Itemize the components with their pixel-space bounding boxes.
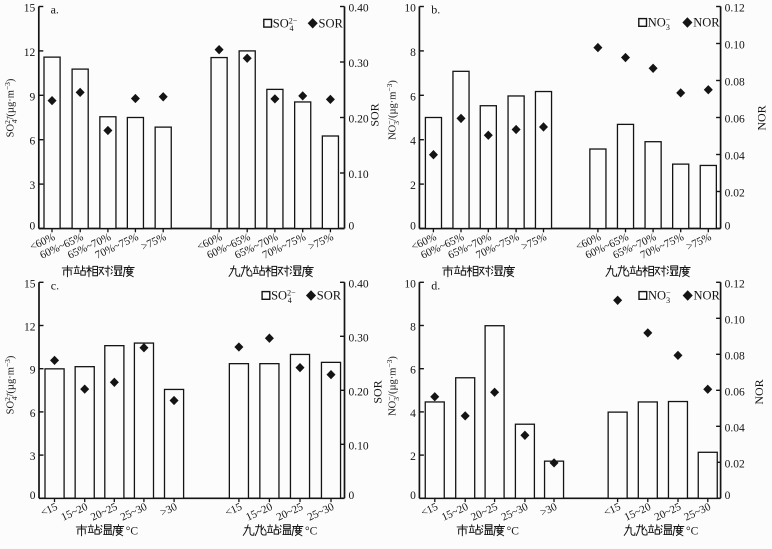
svg-text:8: 8 <box>410 47 416 59</box>
svg-text:0.40: 0.40 <box>349 278 369 290</box>
svg-text:°C: °C <box>126 525 139 537</box>
svg-text:0.12: 0.12 <box>725 278 745 290</box>
svg-text:°C: °C <box>507 525 520 537</box>
svg-text:0.06: 0.06 <box>725 114 745 126</box>
svg-text:NO−3: NO− 3 <box>648 16 671 33</box>
svg-text:0.40: 0.40 <box>349 3 369 15</box>
svg-text:6: 6 <box>30 136 36 148</box>
svg-text:SOR: SOR <box>368 103 382 126</box>
svg-text:0: 0 <box>349 220 355 232</box>
svg-text:SOR: SOR <box>370 380 384 403</box>
svg-text:0.04: 0.04 <box>725 422 745 434</box>
svg-text:0.30: 0.30 <box>349 332 369 344</box>
svg-text:NO−3/(µg·m−3): NO−3/(µg·m−3) <box>385 356 401 416</box>
svg-text:15: 15 <box>24 3 36 15</box>
svg-text:b.: b. <box>431 3 440 17</box>
svg-text:2: 2 <box>410 180 416 192</box>
svg-text:6: 6 <box>410 365 416 377</box>
svg-text:0: 0 <box>725 220 731 232</box>
svg-text:0.30: 0.30 <box>349 58 369 70</box>
svg-text:0.10: 0.10 <box>725 314 745 326</box>
svg-text:15: 15 <box>24 278 36 290</box>
svg-text:10: 10 <box>404 3 416 15</box>
svg-text:0: 0 <box>410 220 416 232</box>
svg-text:c.: c. <box>51 278 59 292</box>
svg-text:0: 0 <box>30 220 36 232</box>
svg-text:NOR: NOR <box>752 379 766 404</box>
svg-text:NO−3/(µg·m−3): NO−3/(µg·m−3) <box>385 80 401 140</box>
svg-text:3: 3 <box>30 451 36 463</box>
svg-text:6: 6 <box>410 91 416 103</box>
svg-text:0.08: 0.08 <box>725 350 745 362</box>
svg-text:NOR: NOR <box>693 16 720 30</box>
svg-text:a.: a. <box>51 3 59 17</box>
svg-text:NO−3: NO− 3 <box>648 289 671 306</box>
svg-text:3: 3 <box>30 180 36 192</box>
svg-text:6: 6 <box>30 408 36 420</box>
svg-text:SO2−4/(µg·m−3): SO2−4/(µg·m−3) <box>3 355 19 414</box>
svg-text:SOR: SOR <box>319 17 344 31</box>
svg-text:12: 12 <box>24 47 36 59</box>
svg-text:0.04: 0.04 <box>725 151 745 163</box>
svg-text:4: 4 <box>410 408 416 420</box>
svg-text:SOR: SOR <box>317 289 342 303</box>
svg-text:°C: °C <box>686 525 699 537</box>
svg-text:9: 9 <box>30 91 36 103</box>
svg-text:9: 9 <box>30 365 36 377</box>
svg-text:SO2−4/(µg·m−3): SO2−4/(µg·m−3) <box>3 78 19 137</box>
svg-text:2: 2 <box>410 451 416 463</box>
svg-text:12: 12 <box>24 322 36 334</box>
svg-text:0.06: 0.06 <box>725 386 745 398</box>
svg-text:8: 8 <box>410 322 416 334</box>
svg-text:0.10: 0.10 <box>349 169 369 181</box>
svg-text:10: 10 <box>404 278 416 290</box>
svg-text:0.02: 0.02 <box>725 458 745 470</box>
svg-text:4: 4 <box>410 136 416 148</box>
svg-text:NOR: NOR <box>694 289 721 303</box>
svg-text:SO2−4: SO2− 4 <box>273 17 298 34</box>
svg-text:°C: °C <box>305 525 318 537</box>
svg-text:NOR: NOR <box>755 105 769 130</box>
svg-text:d.: d. <box>431 278 440 292</box>
svg-text:SO2−4: SO2− 4 <box>271 289 296 306</box>
svg-text:0.02: 0.02 <box>725 188 745 200</box>
svg-text:0: 0 <box>30 490 36 502</box>
svg-text:0: 0 <box>725 490 731 502</box>
svg-text:0.12: 0.12 <box>725 3 745 15</box>
svg-text:0.08: 0.08 <box>725 77 745 89</box>
svg-text:0.10: 0.10 <box>725 40 745 52</box>
svg-text:0.10: 0.10 <box>349 440 369 452</box>
svg-text:0: 0 <box>349 490 355 502</box>
svg-text:0.20: 0.20 <box>349 386 369 398</box>
svg-text:0.20: 0.20 <box>349 114 369 126</box>
svg-text:0: 0 <box>410 490 416 502</box>
